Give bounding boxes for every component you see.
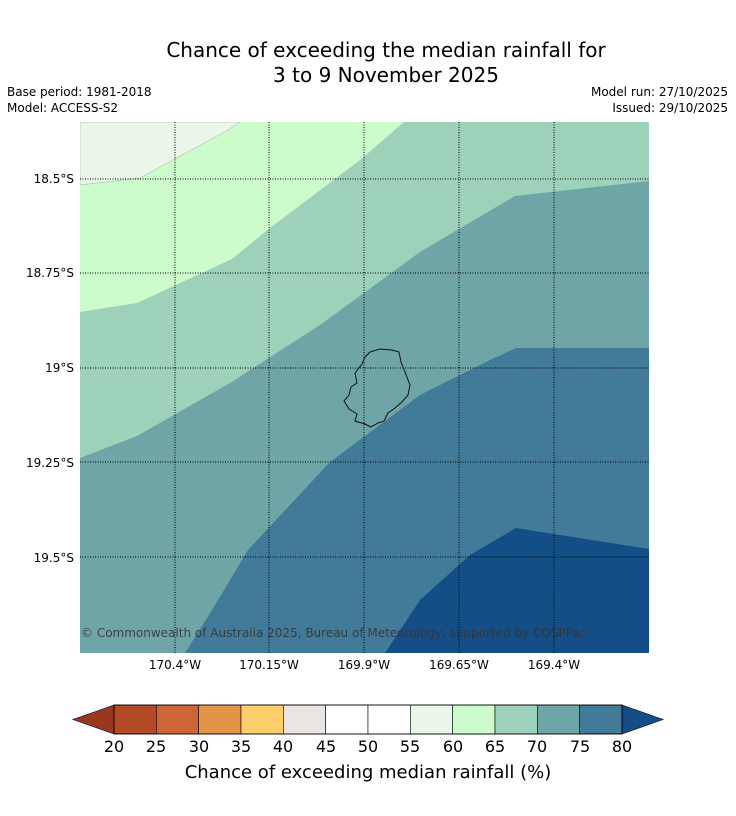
colorbar-swatch bbox=[283, 704, 326, 735]
colorbar-tick: 35 bbox=[230, 737, 252, 756]
title-line-2: 3 to 9 November 2025 bbox=[273, 63, 499, 87]
colorbar-over-arrow bbox=[621, 704, 664, 735]
colorbar-tick: 45 bbox=[315, 737, 337, 756]
band-over-80 bbox=[385, 528, 649, 653]
base-period: Base period: 1981-2018 bbox=[7, 85, 152, 99]
meta-right: Model run: 27/10/2025 Issued: 29/10/2025 bbox=[591, 84, 728, 116]
lon-label-169-65: 169.65°W bbox=[429, 658, 489, 672]
colorbar-swatch bbox=[494, 704, 538, 735]
band-60-65 bbox=[80, 122, 404, 312]
colorbar-tick: 40 bbox=[272, 737, 294, 756]
lon-label-170-4: 170.4°W bbox=[148, 658, 202, 672]
band-55-60 bbox=[80, 122, 241, 186]
lat-label-19: 19°S bbox=[45, 361, 74, 375]
lon-label-169-4: 169.4°W bbox=[527, 658, 581, 672]
model-run: Model run: 27/10/2025 bbox=[590, 85, 728, 99]
colorbar-swatch bbox=[113, 704, 157, 735]
colorbar-swatch bbox=[156, 704, 199, 735]
lat-label-18-75: 18.75°S bbox=[26, 266, 74, 280]
model-name: Model: ACCESS-S2 bbox=[7, 101, 119, 115]
issued-date: Issued: 29/10/2025 bbox=[612, 101, 728, 115]
colorbar-tick: 75 bbox=[569, 737, 591, 756]
lat-label-19-5: 19.5°S bbox=[33, 551, 74, 565]
lon-label-170-15: 170.15°W bbox=[239, 658, 299, 672]
colorbar-tick: 80 bbox=[611, 737, 633, 756]
graticule bbox=[80, 122, 649, 653]
map-title: Chance of exceeding the median rainfall … bbox=[0, 38, 736, 88]
colorbar-tick: 60 bbox=[442, 737, 464, 756]
colorbar-swatch bbox=[410, 704, 453, 735]
colorbar-swatch bbox=[579, 704, 623, 735]
colorbar-tick: 20 bbox=[103, 737, 125, 756]
colorbar-tick: 50 bbox=[357, 737, 379, 756]
colorbar-tick: 25 bbox=[145, 737, 167, 756]
lat-label-19-25: 19.25°S bbox=[26, 456, 74, 470]
colorbar-frame bbox=[113, 704, 623, 735]
colorbar-tick: 65 bbox=[484, 737, 506, 756]
colorbar-swatch bbox=[452, 704, 496, 735]
title-line-1: Chance of exceeding the median rainfall … bbox=[166, 38, 606, 62]
meta-left: Base period: 1981-2018 Model: ACCESS-S2 bbox=[7, 84, 152, 116]
colorbar bbox=[72, 704, 664, 735]
lon-label-169-9: 169.9°W bbox=[337, 658, 391, 672]
copyright-notice: © Commonwealth of Australia 2025, Bureau… bbox=[81, 626, 587, 640]
colorbar-under-arrow bbox=[72, 704, 115, 735]
island-outline bbox=[343, 348, 411, 428]
colorbar-swatch bbox=[367, 704, 411, 735]
colorbar-swatches bbox=[113, 704, 623, 735]
colorbar-swatch bbox=[325, 704, 369, 735]
colorbar-tick: 70 bbox=[526, 737, 548, 756]
map-area bbox=[80, 122, 649, 653]
colorbar-swatch bbox=[240, 704, 284, 735]
colorbar-tick: 30 bbox=[188, 737, 210, 756]
lat-label-18-5: 18.5°S bbox=[33, 172, 74, 186]
colorbar-label: Chance of exceeding median rainfall (%) bbox=[184, 762, 552, 783]
colorbar-swatch bbox=[537, 704, 580, 735]
colorbar-tick: 55 bbox=[399, 737, 421, 756]
colorbar-swatch bbox=[198, 704, 242, 735]
